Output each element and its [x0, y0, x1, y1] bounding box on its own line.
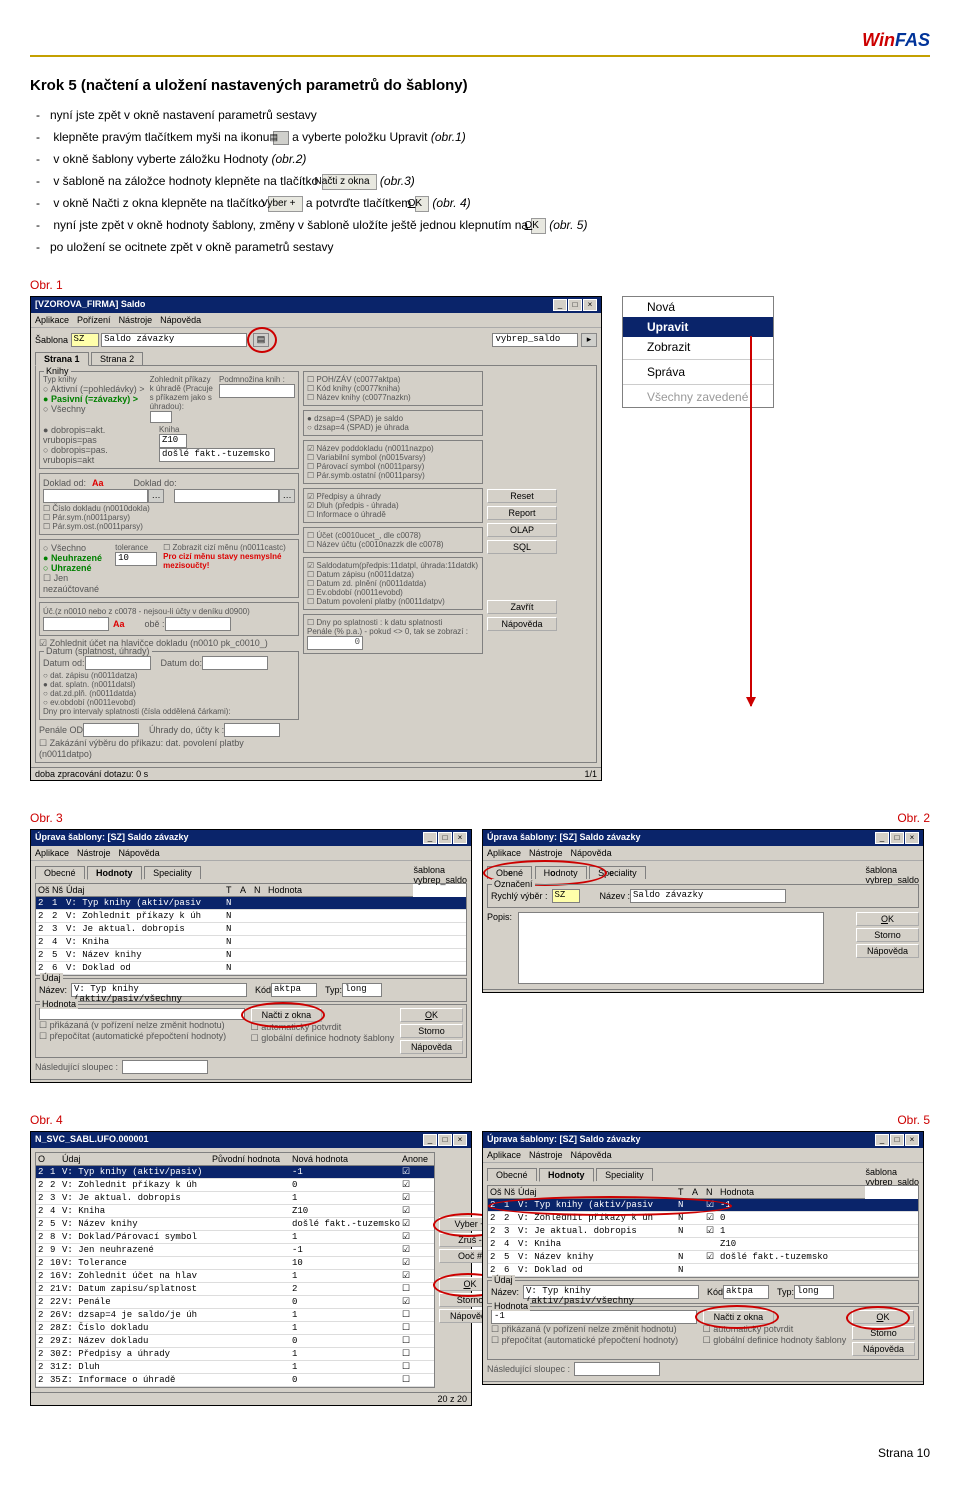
btn-zavrit[interactable]: Zavřít — [487, 600, 557, 614]
bullet-6: nyní jste zpět v okně hodnoty šablony, z… — [30, 214, 930, 236]
btn-inline-ok: OK — [415, 196, 429, 212]
r-pasivni[interactable]: Pasivní (=závazky) > — [43, 394, 146, 404]
r-vsechny[interactable]: Všechny — [43, 404, 146, 414]
r-neuhrazene[interactable]: Neuhrazené — [43, 553, 109, 563]
btn-nap-5[interactable]: Nápověda — [852, 1342, 915, 1356]
fig3-label: Obr. 3 — [30, 811, 63, 825]
fig1-label: Obr. 1 — [30, 278, 930, 292]
fig-row-4-5: N_SVC_SABL.UFO.000001_□× OÚdajPůvodní ho… — [30, 1131, 930, 1406]
bullet-5: v okně Načti z okna klepněte na tlačítko… — [30, 192, 930, 214]
btn-reset[interactable]: Reset — [487, 489, 557, 503]
templates-icon: ▤ — [273, 131, 289, 145]
tab-strana2[interactable]: Strana 2 — [91, 352, 143, 365]
btn-inline-vyber: Vyber + — [268, 196, 302, 212]
btn-olap[interactable]: OLAP — [487, 523, 557, 537]
fig4-table: OÚdajPůvodní hodnotaNová hodnotaAnone 21… — [35, 1152, 435, 1388]
logo-win: Win — [862, 30, 895, 50]
page-title: Krok 5 (načtení a uložení nastavených pa… — [30, 77, 930, 94]
btn-napoveda[interactable]: Nápověda — [487, 617, 557, 631]
tolerance[interactable]: 10 — [115, 552, 157, 566]
r-dobrp[interactable]: dobropis=pas. vrubopis=akt — [43, 445, 153, 465]
btn-inline-ok2: OK — [531, 218, 545, 234]
sablona-code[interactable]: SZ — [71, 333, 99, 347]
bullet-2: klepněte pravým tlačítkem myši na ikonu … — [30, 126, 930, 148]
btn-ok-3[interactable]: OK — [400, 1008, 463, 1022]
c-zakaz[interactable]: Zakázání výběru do příkazu: dat. povolen… — [39, 738, 299, 759]
tab-obecne-3[interactable]: Obecné — [35, 866, 85, 879]
fig5-label: Obr. 5 — [897, 1113, 930, 1127]
fig1-menubar[interactable]: AplikacePořízeníNástrojeNápověda — [31, 313, 601, 328]
highlight-circle — [247, 327, 277, 353]
hodnota-input[interactable] — [39, 1008, 245, 1020]
btn-report[interactable]: Report — [487, 506, 557, 520]
fig3-window: Úprava šablony: [SZ] Saldo závazky_□× Ap… — [30, 829, 472, 1083]
fig1-row: [VZOROVA_FIRMA] Saldo _□× AplikacePoříze… — [30, 296, 930, 781]
arrow-1 — [750, 336, 752, 706]
btn-nap-2[interactable]: Nápověda — [856, 944, 919, 958]
page-footer: Strana 10 — [30, 1446, 930, 1460]
bullet-4: v šabloně na záložce hodnoty klepněte na… — [30, 170, 930, 192]
tab-strana1[interactable]: Strana 1 — [35, 352, 89, 366]
fig2-label: Obr. 2 — [897, 811, 930, 825]
r-vsechno[interactable]: Všechno — [43, 543, 109, 553]
fig1-window: [VZOROVA_FIRMA] Saldo _□× AplikacePoříze… — [30, 296, 602, 781]
sablona-name[interactable]: Saldo závazky — [101, 333, 247, 347]
fig1-statusbar: doba zpracování dotazu: 0 s1/1 — [31, 767, 601, 780]
hodnota-5[interactable]: -1 — [491, 1310, 697, 1324]
btn-nap-3[interactable]: Nápověda — [400, 1040, 463, 1054]
btn-storno-3[interactable]: Storno — [400, 1024, 463, 1038]
bullet-3: v okně šablony vyberte záložku Hodnoty (… — [30, 148, 930, 170]
window-buttons[interactable]: _□× — [552, 299, 597, 311]
r-uhrazene[interactable]: Uhrazené — [43, 563, 109, 573]
btn-storno-2[interactable]: Storno — [856, 928, 919, 942]
kniha-name[interactable]: došlé fakt.-tuzemsko — [159, 448, 275, 462]
bullet-1: nyní jste zpět v okně nastavení parametr… — [30, 104, 930, 126]
fig4-label: Obr. 4 — [30, 1113, 63, 1127]
popis-textarea[interactable] — [518, 912, 824, 984]
c-jen-n[interactable]: Jen nezaúčtované — [43, 573, 109, 594]
bullet-7: po uložení se ocitnete zpět v okně param… — [30, 236, 930, 258]
rychly-vyber[interactable]: SZ — [552, 889, 580, 903]
sort-aa[interactable]: Aa — [92, 478, 104, 488]
tab-spec-3[interactable]: Speciality — [144, 866, 201, 879]
fig4-window: N_SVC_SABL.UFO.000001_□× OÚdajPůvodní ho… — [30, 1131, 472, 1406]
fig5-table: OšNšÚdajTANHodnota 21V: Typ knihy (aktiv… — [487, 1185, 919, 1278]
r-aktivni[interactable]: Aktivní (=pohledávky) > — [43, 384, 146, 394]
logo-fas: FAS — [895, 30, 930, 50]
kniha-code[interactable]: Z10 — [159, 434, 187, 448]
fig-row-3-2: Úprava šablony: [SZ] Saldo závazky_□× Ap… — [30, 829, 930, 1083]
mi-nova[interactable]: Nová — [623, 297, 773, 317]
instructions-list: nyní jste zpět v okně nastavení parametr… — [30, 104, 930, 258]
nazev-input[interactable]: Saldo závazky — [630, 889, 786, 903]
tab-hodnoty-3[interactable]: Hodnoty — [87, 866, 142, 880]
brand-header: WinFAS — [30, 30, 930, 57]
btn-sql[interactable]: SQL — [487, 540, 557, 554]
fig1-titlebar: [VZOROVA_FIRMA] Saldo _□× — [31, 297, 601, 313]
btn-inline-nacti: Načti z okna — [322, 174, 377, 190]
fig5-window: Úprava šablony: [SZ] Saldo závazky_□× Ap… — [482, 1131, 924, 1385]
mi-upravit[interactable]: Upravit — [623, 317, 773, 337]
r-dobrw[interactable]: dobropis=akt. vrubopis=pas — [43, 425, 153, 445]
btn-ok-2[interactable]: OK — [856, 912, 919, 926]
fig2-window: Úprava šablony: [SZ] Saldo závazky_□× Ap… — [482, 829, 924, 993]
open-icon[interactable]: ▸ — [581, 333, 597, 347]
